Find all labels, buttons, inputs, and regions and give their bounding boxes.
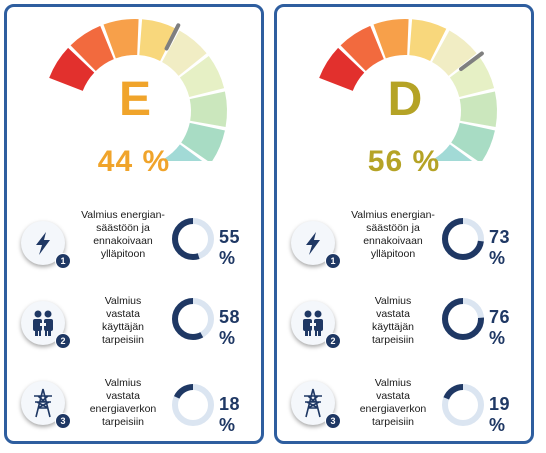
metric-row-2: 2 Valmius vastata käyttäjän tarpeisiin 58 … — [7, 287, 261, 367]
gauge-segment — [189, 91, 227, 127]
metric-value: 76 % — [489, 307, 511, 348]
progress-ring — [172, 218, 214, 260]
metric-value: 73 % — [489, 227, 511, 268]
metric-row-2: 2 Valmius vastata käyttäjän tarpeisiin 76 … — [277, 287, 531, 367]
gauge-segment — [433, 144, 473, 161]
gauge-segment — [163, 144, 203, 161]
metric-value: 55 % — [219, 227, 241, 268]
metric-row-1: 1 Valmius energian-säästöön ja ennakoiva… — [7, 207, 261, 287]
metric-row-1: 1 Valmius energian-säästöön ja ennakoiva… — [277, 207, 531, 287]
metric-number: 1 — [55, 253, 71, 269]
ring-fill — [442, 218, 484, 260]
grade-letter: E — [119, 73, 151, 126]
lightning-icon — [291, 221, 335, 265]
gauge-segment — [449, 56, 495, 98]
gauge-segment — [373, 19, 409, 59]
gauge-segment — [181, 122, 225, 161]
ring-fill — [172, 218, 214, 260]
gauge-segment — [162, 30, 207, 76]
metric-row-3: 3 Valmius vastata energiaverkon tarpeisiin… — [7, 369, 261, 449]
metric-value: 58 % — [219, 307, 241, 348]
gauge: D — [319, 19, 497, 161]
progress-ring — [172, 298, 214, 340]
metric-label: Valmius vastata käyttäjän tarpeisiin — [371, 295, 415, 346]
progress-ring — [442, 384, 484, 426]
metric-number: 1 — [325, 253, 341, 269]
progress-ring — [172, 384, 214, 426]
panel-right: D 56 % 1 Valmius energian-säästöön ja en… — [274, 4, 534, 444]
metric-value: 19 % — [489, 394, 511, 435]
gauge: E — [49, 19, 227, 161]
metric-row-3: 3 Valmius vastata energiaverkon tarpeisiin… — [277, 369, 531, 449]
gauge-segment — [49, 47, 95, 91]
metric-value: 18 % — [219, 394, 241, 435]
gauge-segment — [432, 30, 477, 76]
overall-percent: 56 % — [367, 145, 441, 178]
panel-left: E 44 % 1 Valmius energian-säästöön ja en… — [4, 4, 264, 444]
gauge-needle — [459, 51, 484, 72]
metric-label: Valmius vastata energiaverkon tarpeisiin — [359, 377, 427, 428]
gauge-segment — [409, 19, 447, 61]
progress-ring — [442, 298, 484, 340]
metric-label: Valmius vastata energiaverkon tarpeisiin — [89, 377, 157, 428]
metric-number: 2 — [325, 333, 341, 349]
overall-percent: 44 % — [97, 145, 171, 178]
metric-label: Valmius vastata käyttäjän tarpeisiin — [101, 295, 145, 346]
metric-number: 3 — [55, 413, 71, 429]
metric-label: Valmius energian-säästöön ja ennakoivaan… — [81, 209, 165, 260]
gauge-needle — [164, 23, 181, 51]
ring-fill — [172, 384, 214, 426]
gauge-segment — [70, 25, 114, 72]
metric-number: 2 — [55, 333, 71, 349]
ring-fill — [442, 384, 484, 426]
grade-letter: D — [388, 73, 423, 126]
ring-fill — [172, 298, 214, 340]
gauge-segment — [340, 25, 384, 72]
ring-fill — [442, 298, 484, 340]
gauge-segment — [139, 19, 177, 61]
gauge-segment — [103, 19, 139, 59]
gauge-segment — [179, 56, 225, 98]
metric-number: 3 — [325, 413, 341, 429]
gauge-segment — [459, 91, 497, 127]
progress-ring — [442, 218, 484, 260]
metric-label: Valmius energian-säästöön ja ennakoivaan… — [351, 209, 435, 260]
gauge-segment — [319, 47, 365, 91]
gauge-segment — [451, 122, 495, 161]
